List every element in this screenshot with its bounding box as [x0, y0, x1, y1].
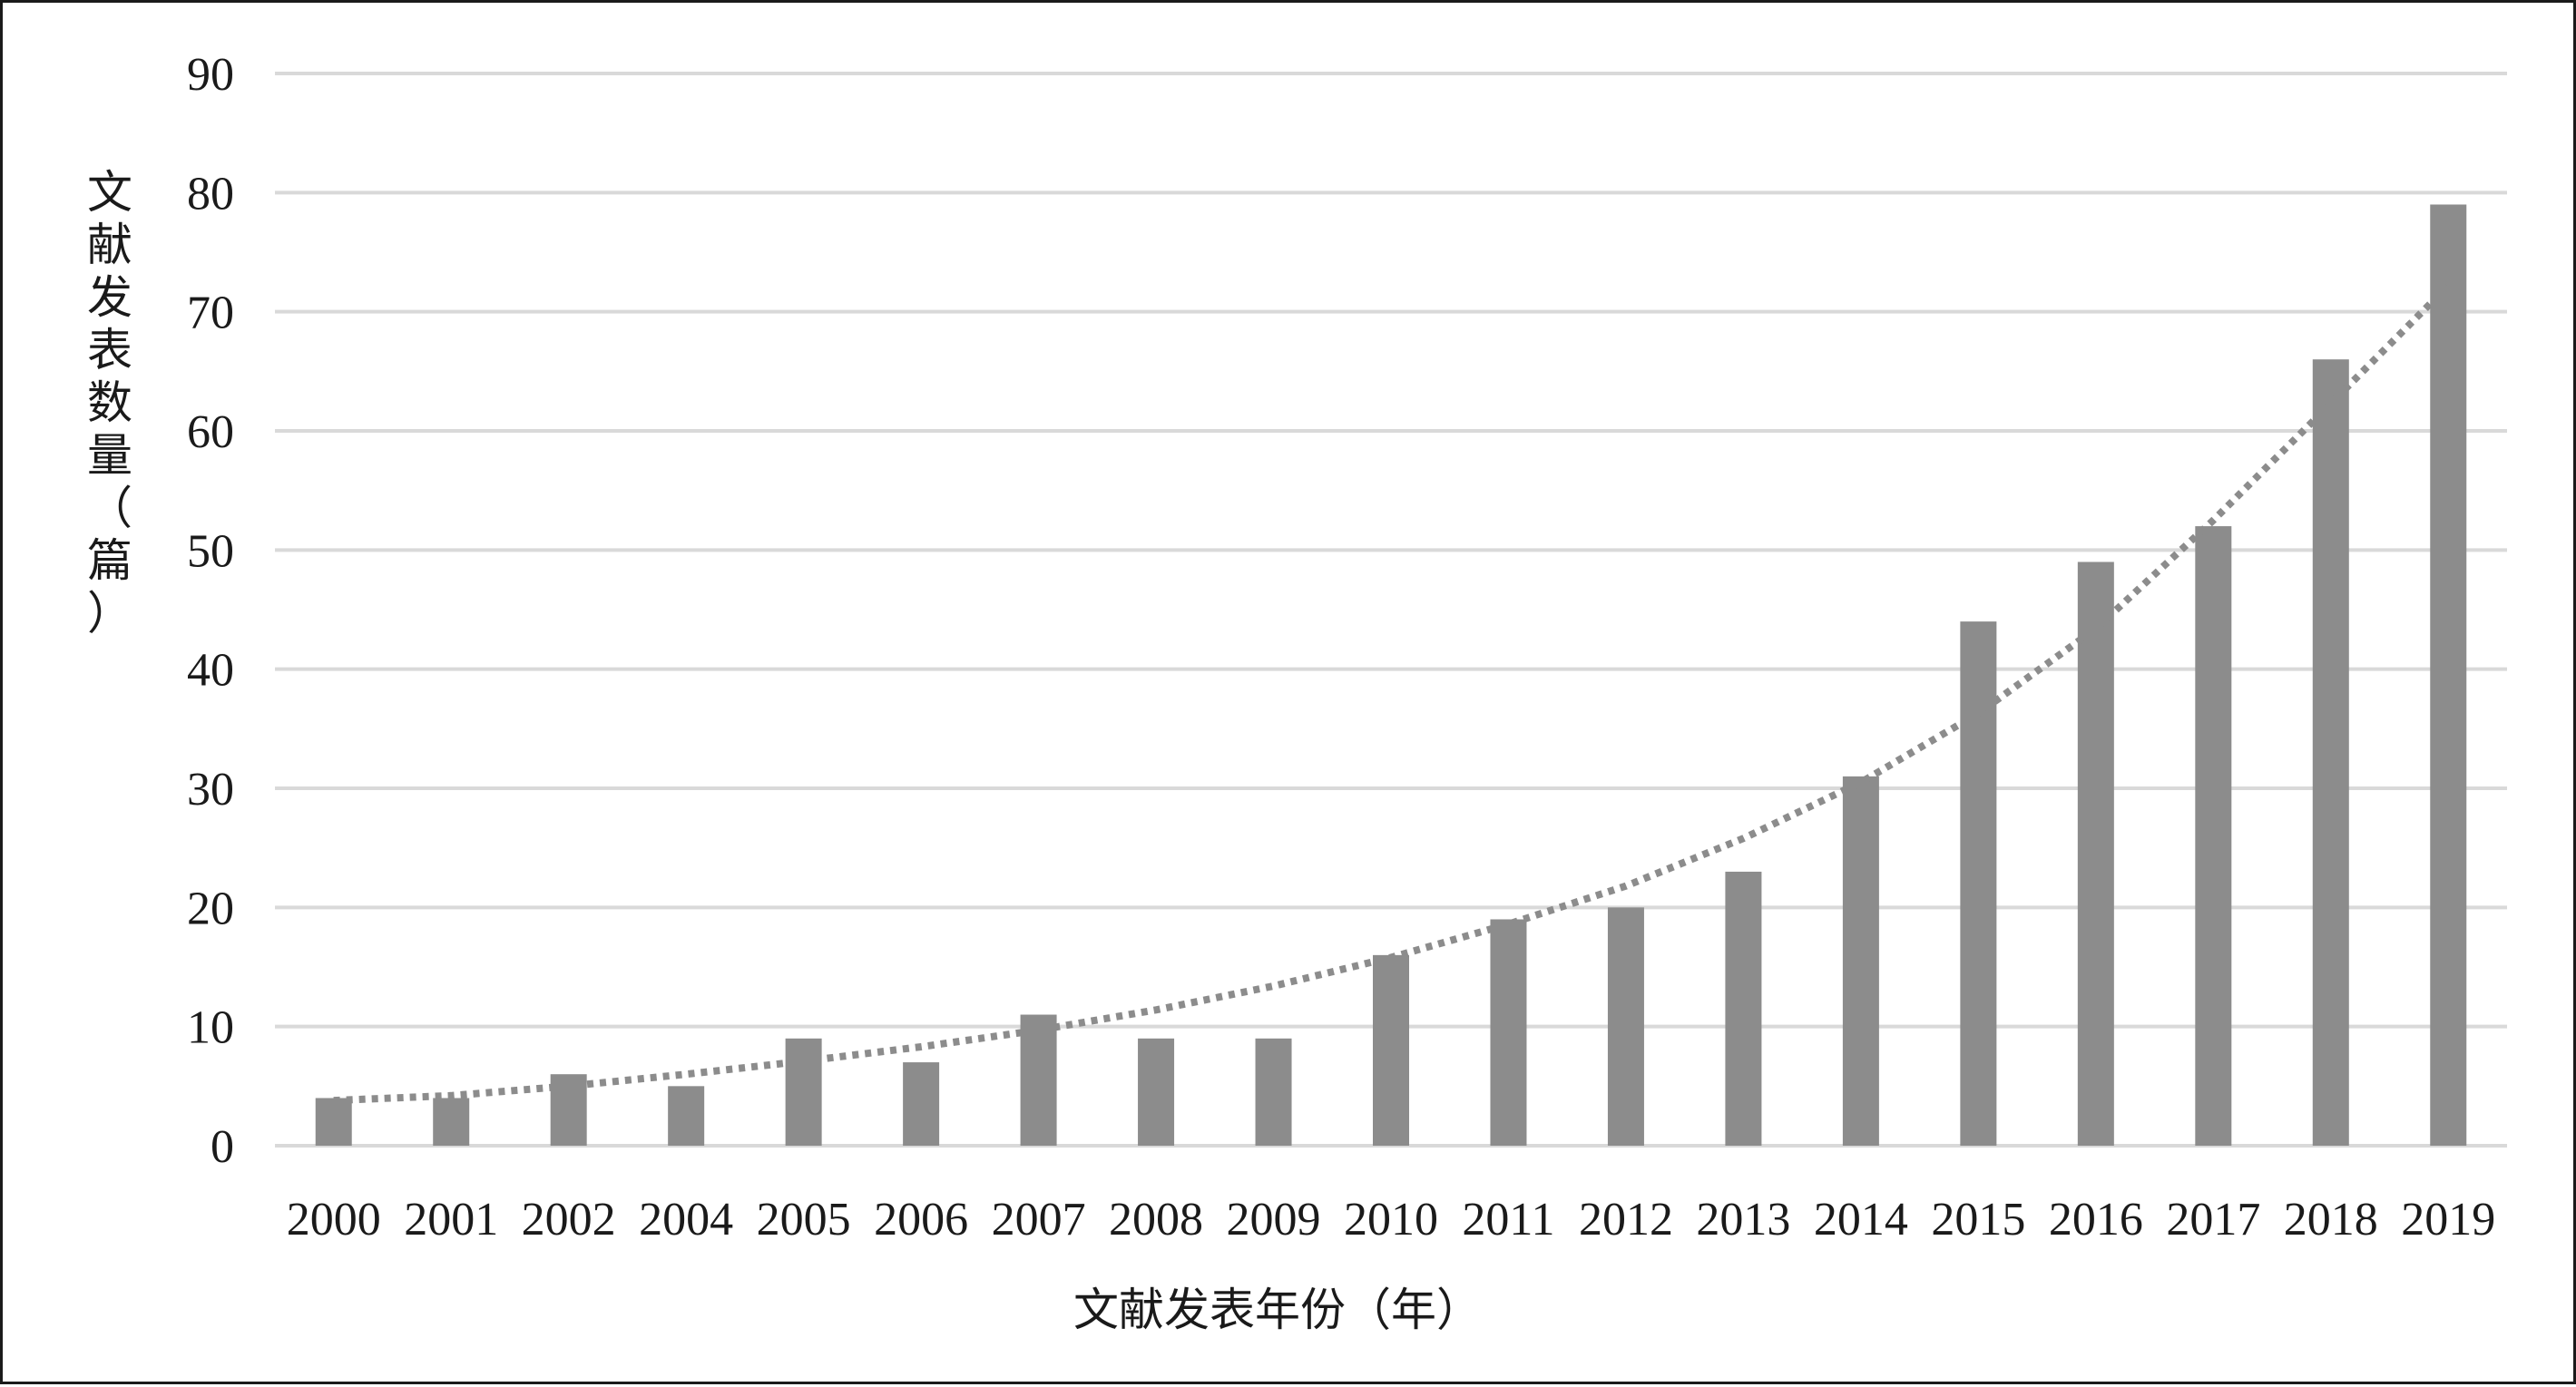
x-tick-label: 2013 — [1696, 1194, 1790, 1245]
bar — [1020, 1014, 1057, 1146]
bar-chart: 0 10 20 30 40 50 60 70 80 90 2000 2001 2002 2004 2005… — [87, 49, 2507, 1336]
y-axis-title-char: 表 — [87, 324, 132, 376]
bar — [2077, 562, 2114, 1146]
y-tick-label: 60 — [187, 406, 234, 458]
bar — [1607, 907, 1644, 1146]
bars — [315, 204, 2467, 1146]
x-tick-label: 2019 — [2401, 1194, 2495, 1245]
bar — [903, 1062, 940, 1146]
y-axis-title-char: 量 — [87, 429, 132, 482]
bar — [1960, 621, 1997, 1146]
x-tick-label: 2002 — [522, 1194, 616, 1245]
y-tick-label: 40 — [187, 645, 234, 697]
x-tick-label: 2009 — [1227, 1194, 1321, 1245]
bar — [315, 1098, 352, 1146]
bar — [785, 1038, 822, 1146]
y-axis-title: 文献发表数量（篇） — [87, 166, 132, 640]
y-axis-title-char: ） — [87, 587, 132, 640]
x-tick-label: 2000 — [287, 1194, 381, 1245]
x-axis-tick-labels: 2000 2001 2002 2004 2005 2006 2007 2008 2009 2010… — [287, 1194, 2496, 1245]
bar — [433, 1098, 470, 1146]
x-axis-title: 文献发表年份（年） — [1073, 1284, 1482, 1336]
x-tick-label: 2006 — [874, 1194, 968, 1245]
x-tick-label: 2016 — [2049, 1194, 2143, 1245]
bar — [550, 1074, 587, 1146]
y-axis-title-char: 献 — [87, 219, 132, 271]
y-tick-label: 90 — [187, 49, 234, 101]
bar — [1842, 776, 1879, 1146]
y-tick-label: 50 — [187, 525, 234, 577]
bar — [1138, 1038, 1175, 1146]
trendline — [333, 282, 2452, 1105]
bar — [2312, 359, 2349, 1146]
bar — [668, 1086, 705, 1146]
y-tick-label: 10 — [187, 1002, 234, 1054]
y-axis-title-char: 发 — [87, 271, 132, 324]
y-tick-label: 70 — [187, 288, 234, 339]
x-tick-label: 2018 — [2284, 1194, 2378, 1245]
bar — [1255, 1038, 1292, 1146]
x-tick-label: 2017 — [2166, 1194, 2260, 1245]
y-axis-title-char: 篇 — [87, 534, 132, 587]
x-tick-label: 2014 — [1814, 1194, 1908, 1245]
bar — [2430, 204, 2467, 1146]
gridlines — [275, 72, 2507, 1148]
x-tick-label: 2011 — [1462, 1194, 1554, 1245]
x-tick-label: 2015 — [1931, 1194, 2025, 1245]
y-tick-label: 0 — [211, 1121, 234, 1173]
y-tick-label: 80 — [187, 168, 234, 220]
y-axis-title-char: 文 — [87, 166, 132, 219]
x-tick-label: 2008 — [1109, 1194, 1203, 1245]
x-tick-label: 2005 — [757, 1194, 851, 1245]
x-tick-label: 2010 — [1344, 1194, 1438, 1245]
y-axis-tick-labels: 0 10 20 30 40 50 60 70 80 90 — [187, 49, 234, 1173]
y-axis-title-char: （ — [87, 482, 132, 534]
y-axis-title-char: 数 — [87, 376, 132, 429]
x-tick-label: 2001 — [404, 1194, 498, 1245]
bar — [1373, 954, 1409, 1146]
y-tick-label: 30 — [187, 764, 234, 816]
x-tick-label: 2004 — [639, 1194, 733, 1245]
bar — [1490, 919, 1527, 1146]
bar — [1725, 871, 1762, 1146]
x-tick-label: 2007 — [992, 1194, 1086, 1245]
y-tick-label: 20 — [187, 883, 234, 934]
bar — [2195, 526, 2232, 1146]
x-tick-label: 2012 — [1579, 1194, 1673, 1245]
